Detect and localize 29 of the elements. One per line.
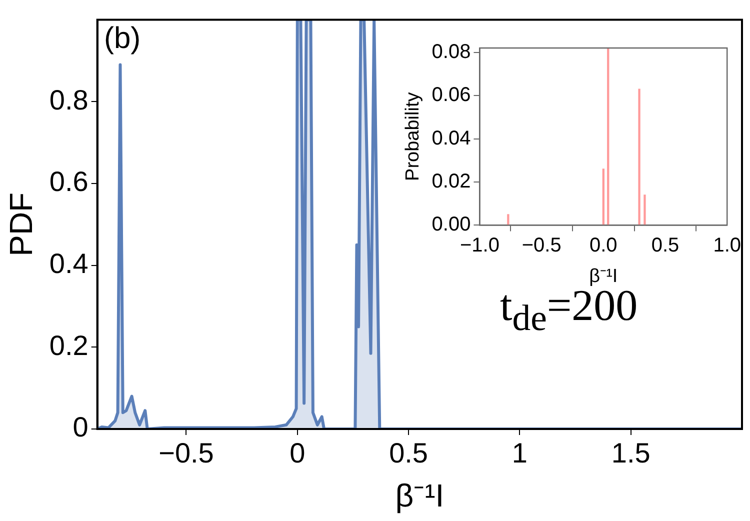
x-tick-label: −0.5 xyxy=(522,234,562,257)
y-tick-label: 0.02 xyxy=(432,170,471,192)
x-tick-label: 0.5 xyxy=(389,438,428,469)
y-axis-title: PDF xyxy=(3,192,40,256)
y-tick-label: 0.00 xyxy=(432,214,471,236)
y-tick-label: 0.2 xyxy=(49,330,88,361)
bar xyxy=(644,194,646,226)
y-tick-label: 0.4 xyxy=(49,248,88,280)
x-tick-label: −0.5 xyxy=(158,438,214,469)
y-tick-label: 0.8 xyxy=(49,84,88,116)
bar xyxy=(638,88,640,226)
x-tick-label: 0.5 xyxy=(651,234,680,257)
bar xyxy=(602,168,604,226)
y-tick-label: 0.06 xyxy=(432,84,471,106)
x-tick-label: 1.5 xyxy=(611,438,650,469)
bar xyxy=(507,214,510,226)
y-tick-label: 0.08 xyxy=(432,40,471,63)
y-tick-label: 0.6 xyxy=(49,166,88,198)
x-tick-label: 0.0 xyxy=(590,234,618,257)
annotation: (b) xyxy=(104,22,141,56)
x-tick-label: 1 xyxy=(512,438,528,469)
y-tick-label: 0.04 xyxy=(432,127,471,150)
x-tick-label: −1.0 xyxy=(460,234,500,257)
bar xyxy=(607,48,610,226)
x-tick-label: 0 xyxy=(290,438,306,469)
x-axis-title: β⁻¹I xyxy=(395,478,444,514)
x-tick-label: 1.0 xyxy=(713,234,742,257)
y-tick-label: 0 xyxy=(72,412,88,443)
y-axis-title: Probability xyxy=(402,92,424,181)
